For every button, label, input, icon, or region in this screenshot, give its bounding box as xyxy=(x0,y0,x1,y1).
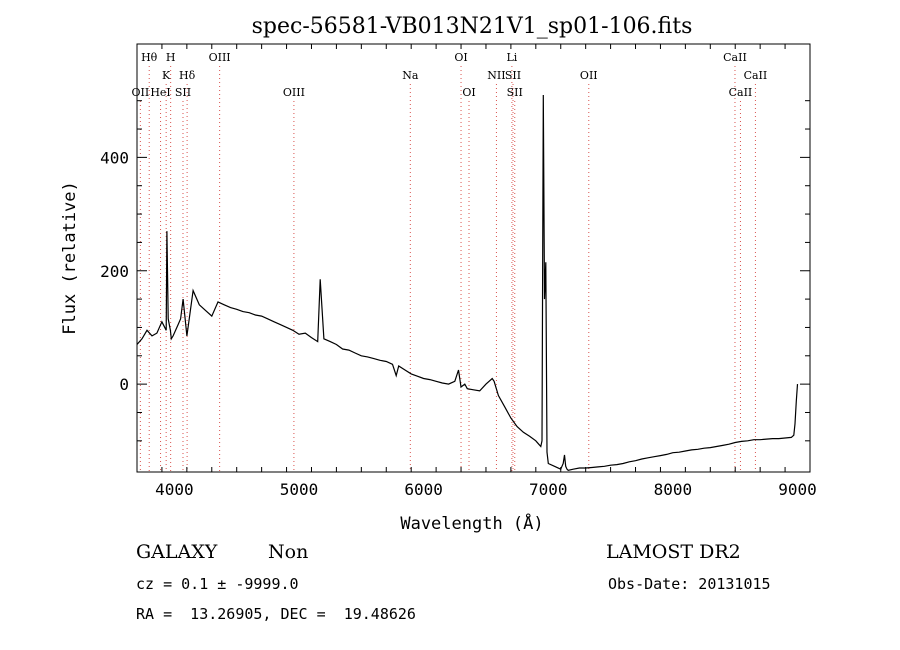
line-label-oiii: OIII xyxy=(209,51,231,64)
x-tick-label: 4000 xyxy=(155,480,194,499)
line-label-sii: SII xyxy=(175,86,191,99)
line-label-oi: OI xyxy=(462,86,475,99)
line-label-nii: NII xyxy=(487,69,505,82)
y-tick-label: 0 xyxy=(119,375,129,394)
line-label-oii: OII xyxy=(580,69,598,82)
x-tick-label: 8000 xyxy=(654,480,693,499)
obs-date: Obs-Date: 20131015 xyxy=(608,575,771,593)
spectrum-line xyxy=(136,94,799,471)
y-tick-label: 400 xyxy=(100,148,129,167)
x-tick-label: 7000 xyxy=(529,480,568,499)
line-label-li: Li xyxy=(506,51,517,64)
x-tick-label: 5000 xyxy=(280,480,319,499)
axis-ticks: 4000 5000 6000 7000 8000 9000 0 200 400 xyxy=(100,44,817,499)
y-tick-label: 200 xyxy=(100,262,129,281)
chart-title: spec-56581-VB013N21V1_sp01-106.fits xyxy=(252,14,693,39)
line-label-k: K xyxy=(162,69,171,82)
y-axis-label: Flux (relative) xyxy=(60,181,80,335)
x-tick-label: 9000 xyxy=(778,480,817,499)
line-label-h: H xyxy=(166,51,176,64)
plot-frame xyxy=(136,43,811,473)
redshift-text: cz = 0.1 ± -9999.0 xyxy=(136,575,299,593)
survey-name: LAMOST DR2 xyxy=(606,541,741,563)
object-class: GALAXY xyxy=(136,541,218,563)
coordinates: RA = 13.26905, DEC = 19.48626 xyxy=(136,605,416,623)
line-label-caii: CaII xyxy=(729,86,753,99)
x-axis-label: Wavelength (Å) xyxy=(400,512,543,534)
object-subclass: Non xyxy=(268,541,309,563)
line-label-hθ: Hθ xyxy=(141,51,158,64)
line-label-na: Na xyxy=(402,69,419,82)
line-label-oii: OII xyxy=(132,86,150,99)
line-label-hδ: Hδ xyxy=(179,69,196,82)
line-label-oiii: OIII xyxy=(283,86,305,99)
line-label-caii: CaII xyxy=(744,69,768,82)
line-label-oi: OI xyxy=(454,51,467,64)
line-label-hei: HeI xyxy=(150,86,170,99)
line-label-sii: SII xyxy=(505,69,521,82)
line-label-caii: CaII xyxy=(723,51,747,64)
line-label-sii: SII xyxy=(507,86,523,99)
x-tick-label: 6000 xyxy=(404,480,443,499)
